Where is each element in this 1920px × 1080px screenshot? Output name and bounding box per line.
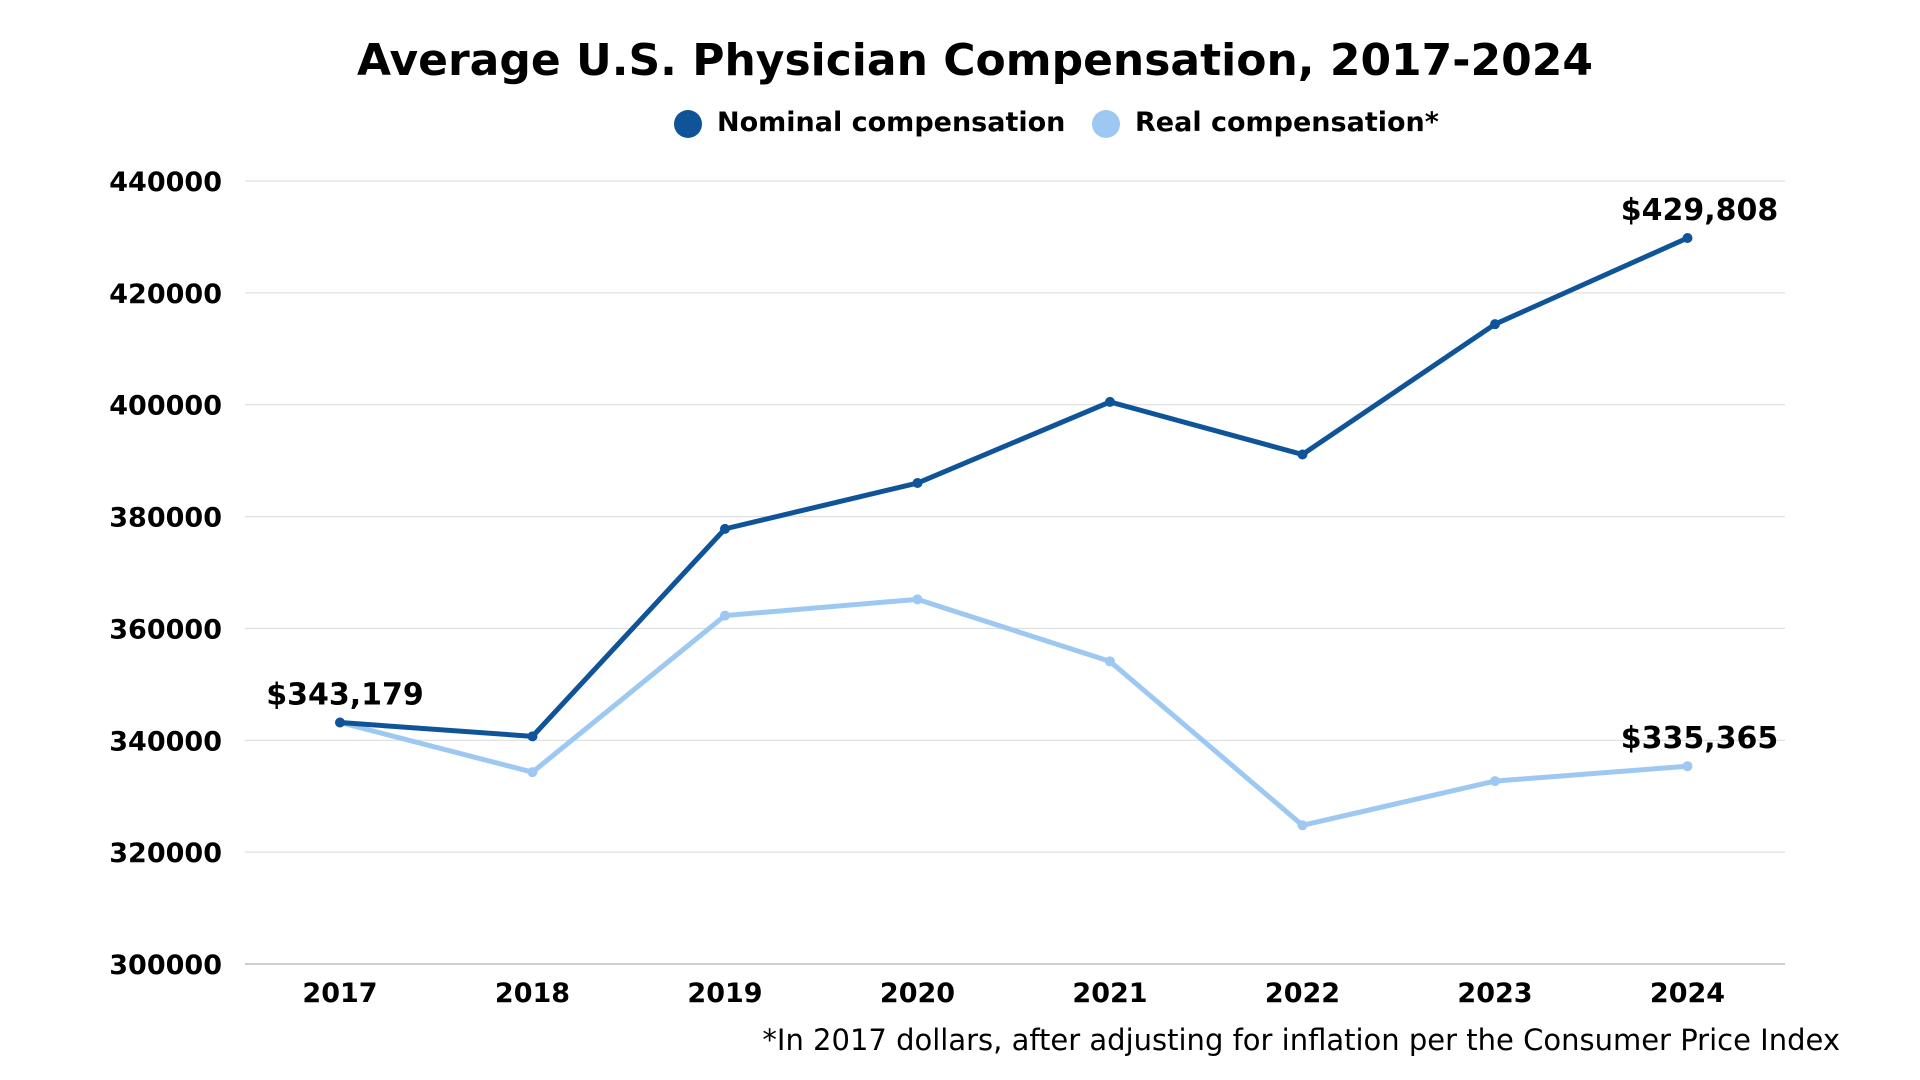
series-lines xyxy=(335,233,1693,831)
x-tick-label: 2024 xyxy=(1650,978,1725,1009)
legend-label-nominal: Nominal compensation xyxy=(717,107,1065,138)
x-tick-label: 2023 xyxy=(1457,978,1532,1009)
y-tick-label: 360000 xyxy=(109,614,222,645)
data-labels: $343,179 $429,808 $335,365 xyxy=(266,193,1778,756)
data-point-real xyxy=(1297,820,1308,831)
data-point-nominal xyxy=(527,731,538,742)
y-tick-label: 340000 xyxy=(109,726,222,757)
y-axis: 300000 320000 340000 360000 380000 400000 4200… xyxy=(109,167,222,981)
data-point-real xyxy=(1682,761,1693,772)
y-tick-label: 380000 xyxy=(109,503,222,534)
series-line-real xyxy=(337,596,1690,828)
x-axis: 2017 2018 2019 2020 2021 2022 2023 2024 xyxy=(302,978,1725,1009)
data-point-nominal xyxy=(335,717,345,728)
legend-swatch-nominal xyxy=(674,110,702,138)
y-tick-label: 420000 xyxy=(109,279,222,310)
series-line-nominal xyxy=(337,235,1690,739)
data-point-nominal xyxy=(1490,319,1500,330)
data-label: $343,179 xyxy=(266,678,424,713)
y-tick-label: 320000 xyxy=(109,838,222,869)
data-point-nominal xyxy=(912,478,923,489)
data-label: $429,808 xyxy=(1621,193,1779,228)
data-point-nominal xyxy=(1682,233,1693,244)
data-point-nominal xyxy=(1297,449,1308,460)
data-point-nominal xyxy=(720,523,730,534)
legend: Nominal compensation Real compensation* xyxy=(674,107,1439,138)
data-point-real xyxy=(1490,776,1500,787)
y-tick-label: 400000 xyxy=(109,391,222,422)
x-tick-label: 2017 xyxy=(302,978,377,1009)
data-point-real xyxy=(1105,656,1115,667)
data-point-real xyxy=(720,610,730,621)
x-tick-label: 2021 xyxy=(1072,978,1147,1009)
x-tick-label: 2019 xyxy=(687,978,762,1009)
x-tick-label: 2020 xyxy=(880,978,955,1009)
chart-title: Average U.S. Physician Compensation, 201… xyxy=(357,35,1593,86)
footnote: *In 2017 dollars, after adjusting for in… xyxy=(762,1023,1840,1057)
y-tick-label: 440000 xyxy=(109,167,222,198)
legend-label-real: Real compensation* xyxy=(1135,107,1439,138)
gridlines xyxy=(245,180,1785,965)
data-point-real xyxy=(912,594,923,605)
x-tick-label: 2022 xyxy=(1265,978,1340,1009)
data-label: $335,365 xyxy=(1621,721,1779,756)
y-tick-label: 300000 xyxy=(109,950,222,981)
data-point-real xyxy=(527,767,538,778)
data-point-nominal xyxy=(1105,396,1115,407)
legend-swatch-real xyxy=(1092,110,1120,138)
x-tick-label: 2018 xyxy=(495,978,570,1009)
